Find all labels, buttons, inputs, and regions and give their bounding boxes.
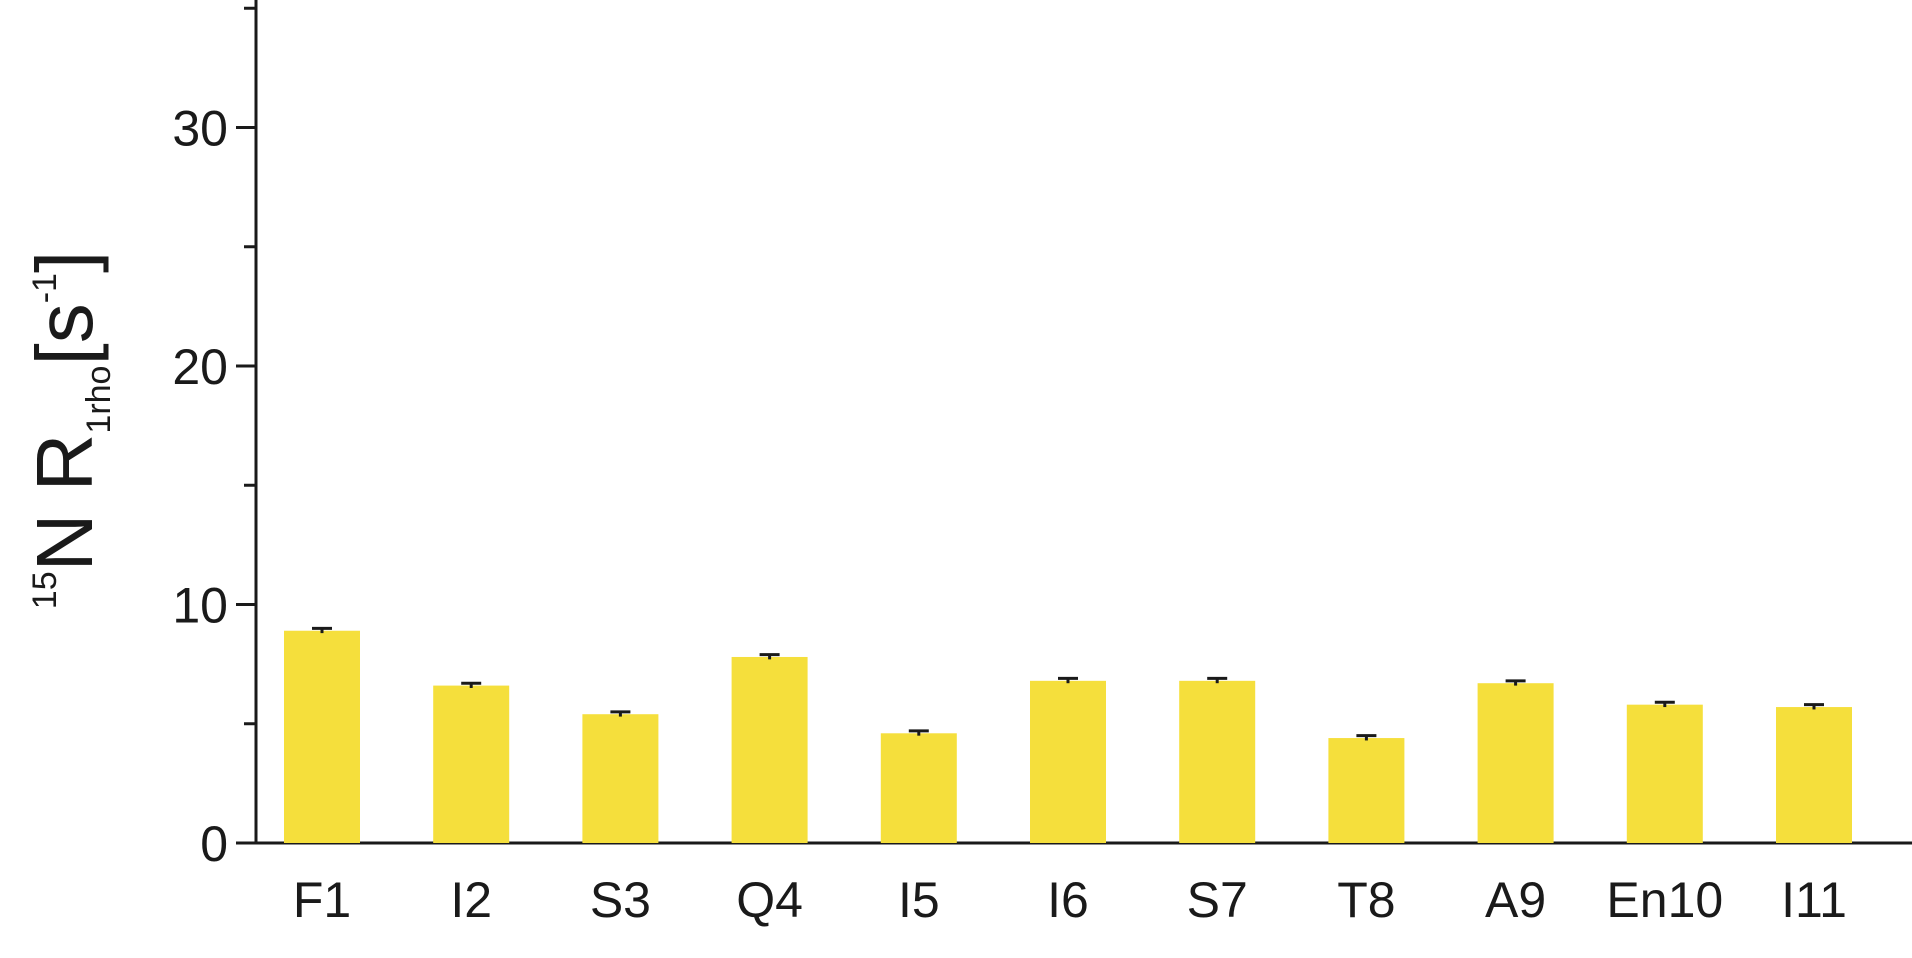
y-axis: 0 10 20 30 (172, 0, 258, 872)
x-tick-label: I6 (1047, 872, 1089, 928)
y-tick-label: 20 (172, 339, 228, 395)
x-tick-label: S7 (1187, 872, 1248, 928)
error-bars-group (312, 626, 1824, 741)
x-tick-label: Q4 (736, 872, 803, 928)
bar-f1 (284, 630, 360, 843)
x-tick-label: F1 (293, 872, 351, 928)
bars-group (284, 630, 1852, 843)
y-axis-label: 15N R1rho[s-1] (20, 251, 118, 609)
x-tick-label: T8 (1337, 872, 1395, 928)
bar-q4 (731, 656, 808, 843)
bar-en10 (1626, 704, 1703, 843)
bar-i11 (1776, 707, 1852, 843)
bar-i6 (1030, 680, 1106, 843)
category-labels: F1 I2 S3 Q4 I5 I6 S7 T8 A9 En10 I11 (293, 872, 1847, 928)
y-axis-title: 15N R1rho[s-1] (20, 251, 118, 609)
x-tick-label: A9 (1485, 872, 1546, 928)
y-tick-label: 0 (200, 816, 228, 872)
bar-t8 (1328, 738, 1405, 843)
x-tick-label: I5 (898, 872, 940, 928)
bar-i5 (880, 733, 957, 843)
bar-a9 (1477, 683, 1554, 843)
bar-i2 (433, 685, 510, 843)
y-tick-label: 30 (172, 101, 228, 157)
bar-s7 (1179, 680, 1256, 843)
x-tick-label: I11 (1781, 872, 1847, 928)
x-tick-label: I2 (450, 872, 492, 928)
x-tick-label: En10 (1606, 872, 1723, 928)
bar-s3 (582, 714, 659, 843)
y-tick-label: 10 (172, 578, 228, 634)
x-tick-label: S3 (590, 872, 651, 928)
